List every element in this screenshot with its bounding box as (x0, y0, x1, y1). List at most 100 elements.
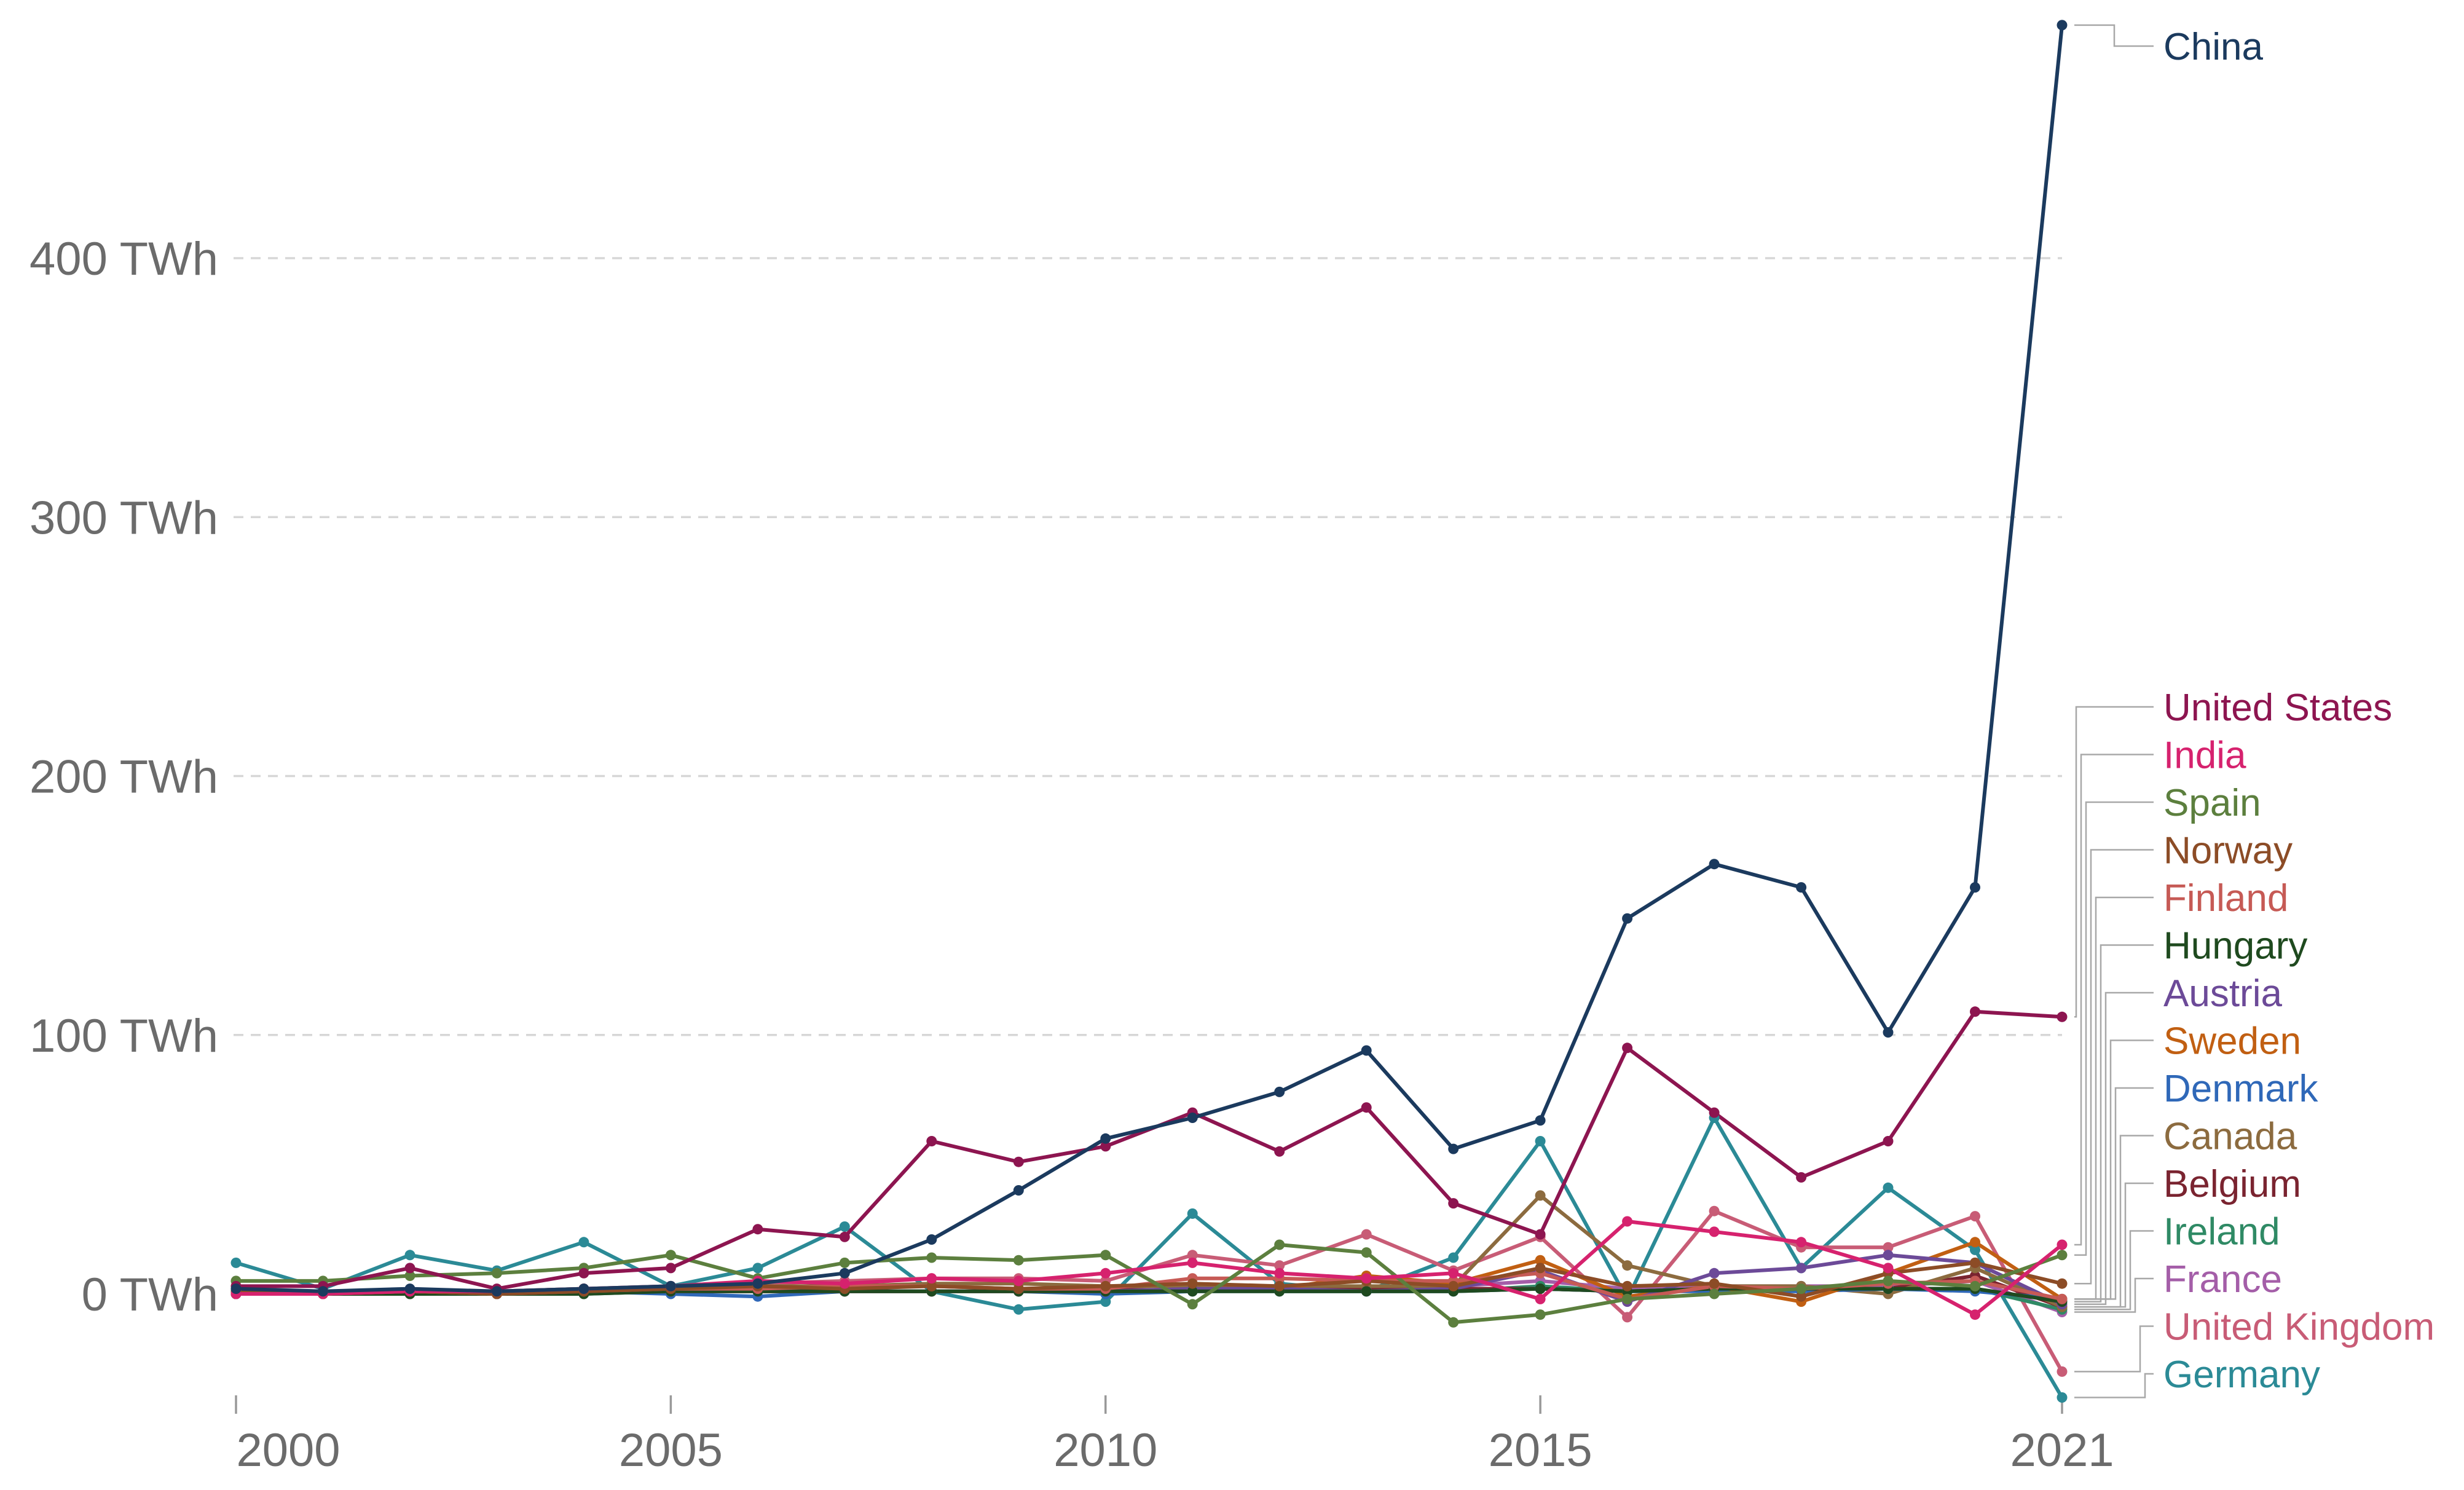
point-india-2009 (1013, 1275, 1024, 1287)
legend-label-canada: Canada (2163, 1116, 2297, 1158)
point-united-kingdom-2016 (1622, 1312, 1633, 1323)
point-india-2019 (1883, 1263, 1894, 1274)
legend-connector-norway (2074, 849, 2154, 1285)
point-united-states-2010 (1100, 1141, 1111, 1152)
point-united-states-2004 (578, 1267, 589, 1279)
point-austria-2017 (1709, 1267, 1720, 1279)
legend-connector-ireland (2074, 1230, 2154, 1311)
point-germany-2014 (1448, 1252, 1459, 1263)
point-hungary-2015 (1535, 1283, 1546, 1295)
legend-connector-india (2074, 754, 2154, 1246)
point-spain-2005 (665, 1250, 676, 1261)
point-china-2016 (1622, 913, 1633, 924)
point-spain-2018 (1796, 1283, 1807, 1295)
point-china-2014 (1448, 1143, 1459, 1154)
point-india-2013 (1361, 1273, 1372, 1284)
point-hungary-2013 (1361, 1286, 1372, 1297)
point-norway-2015 (1535, 1263, 1546, 1274)
legend-connector-china (2074, 24, 2154, 47)
point-india-2012 (1274, 1267, 1285, 1279)
point-sweden-2020 (1970, 1237, 1980, 1248)
point-germany-2020 (1970, 1244, 1980, 1255)
legend-connector-united-kingdom (2074, 1325, 2154, 1373)
point-united-states-2019 (1883, 1136, 1894, 1146)
point-united-states-2006 (752, 1224, 763, 1235)
point-united-kingdom-2021 (2057, 1366, 2068, 1377)
legend-label-united-states: United States (2163, 687, 2392, 729)
point-spain-2017 (1709, 1288, 1720, 1299)
legend-label-norway: Norway (2163, 830, 2293, 872)
point-norway-2021 (2057, 1278, 2068, 1289)
legend: China United States India Spain Norway Finlan… (2163, 26, 2434, 1396)
point-india-2016 (1622, 1216, 1633, 1227)
point-germany-2002 (404, 1250, 415, 1261)
legend-label-finland: Finland (2163, 877, 2288, 920)
legend-label-india: India (2163, 735, 2246, 777)
point-india-2017 (1709, 1226, 1720, 1237)
legend-label-denmark: Denmark (2163, 1068, 2319, 1110)
y-tick-label-100: 100 TWh (30, 1010, 218, 1062)
point-china-2012 (1274, 1086, 1285, 1097)
point-norway-2014 (1448, 1280, 1459, 1291)
x-tick-label-2010: 2010 (1053, 1424, 1157, 1476)
legend-label-sweden: Sweden (2163, 1020, 2301, 1063)
point-spain-2009 (1013, 1255, 1024, 1266)
point-norway-2017 (1709, 1278, 1720, 1289)
legend-connector-germany (2074, 1373, 2154, 1398)
y-axis: 0 TWh 100 TWh 200 TWh 300 TWh 400 TWh (30, 233, 218, 1321)
y-tick-label-200: 200 TWh (30, 751, 218, 803)
point-germany-2010 (1100, 1296, 1111, 1307)
legend-connector-hungary (2074, 944, 2154, 1303)
point-china-2013 (1361, 1045, 1372, 1056)
point-india-2008 (926, 1273, 937, 1284)
legend-connector-spain (2074, 801, 2154, 1256)
legend-label-spain: Spain (2163, 782, 2261, 824)
point-india-2020 (1970, 1309, 1980, 1320)
point-spain-2003 (491, 1267, 502, 1279)
point-china-2017 (1709, 859, 1720, 870)
point-china-2019 (1883, 1027, 1894, 1038)
series-points (230, 20, 2068, 1403)
point-germany-2009 (1013, 1304, 1024, 1315)
legend-connector-austria (2074, 991, 2154, 1306)
point-canada-2015 (1535, 1190, 1546, 1201)
point-canada-2016 (1622, 1260, 1633, 1271)
point-china-2010 (1100, 1133, 1111, 1144)
point-spain-2021 (2057, 1250, 2068, 1261)
point-spain-2014 (1448, 1317, 1459, 1328)
point-germany-2011 (1187, 1208, 1198, 1219)
legend-connector-belgium (2074, 1182, 2154, 1308)
point-spain-2012 (1274, 1239, 1285, 1250)
point-china-2007 (839, 1267, 850, 1279)
point-china-2021 (2057, 20, 2068, 31)
point-united-kingdom-2011 (1187, 1250, 1198, 1261)
x-tick-label-2021: 2021 (2010, 1424, 2114, 1476)
legend-label-belgium: Belgium (2163, 1163, 2301, 1205)
point-india-2007 (839, 1278, 850, 1289)
point-united-kingdom-2020 (1970, 1211, 1980, 1222)
point-united-states-2005 (665, 1263, 676, 1274)
point-germany-2007 (839, 1221, 850, 1232)
point-china-2004 (578, 1283, 589, 1295)
series-lines (234, 23, 2064, 1400)
point-sweden-2015 (1535, 1255, 1546, 1266)
series-line-spain (234, 1243, 2064, 1325)
x-axis: 2000 2005 2010 2015 2021 (235, 1395, 2114, 1476)
point-spain-2015 (1535, 1309, 1546, 1320)
x-tick-label-2015: 2015 (1489, 1424, 1592, 1476)
point-norway-2012 (1274, 1280, 1285, 1291)
point-china-2020 (1970, 882, 1980, 893)
point-finland-2021 (2057, 1293, 2068, 1304)
legend-connector-france (2074, 1277, 2154, 1313)
legend-label-ireland: Ireland (2163, 1211, 2280, 1253)
point-norway-2008 (926, 1280, 937, 1291)
point-united-kingdom-2012 (1274, 1260, 1285, 1271)
point-germany-2019 (1883, 1182, 1894, 1193)
legend-label-germany: Germany (2163, 1354, 2320, 1396)
point-china-2005 (665, 1280, 676, 1291)
point-united-states-2013 (1361, 1102, 1372, 1113)
point-india-2010 (1100, 1267, 1111, 1279)
legend-connector-denmark (2074, 1087, 2154, 1300)
point-china-2001 (318, 1286, 328, 1297)
